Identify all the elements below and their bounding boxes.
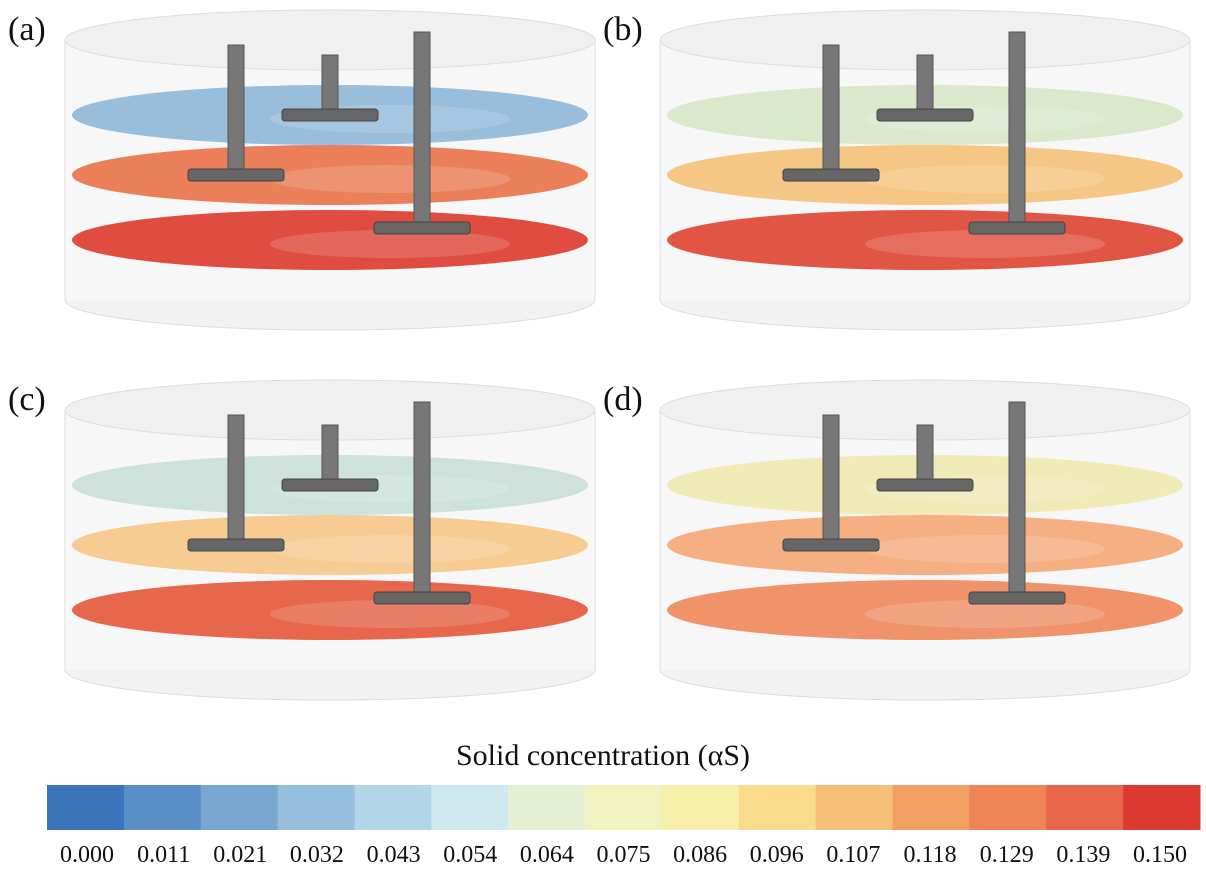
panel: (d) <box>603 379 1191 701</box>
colorbar-swatch <box>1046 785 1124 830</box>
colorbar-tick-label: 0.075 <box>597 842 651 868</box>
shaft <box>822 44 840 176</box>
colorbar-swatch <box>969 785 1047 830</box>
panel: (a) <box>8 9 596 331</box>
slice-plane <box>72 515 588 575</box>
panel-label: (c) <box>8 381 46 418</box>
shaft <box>916 54 934 116</box>
impeller <box>876 478 974 492</box>
slice-shade <box>270 165 510 193</box>
panel-label: (d) <box>603 381 643 418</box>
shaft <box>321 424 339 486</box>
shaft <box>1008 31 1026 229</box>
colorbar-swatch <box>200 785 279 830</box>
colorbar-tick-label: 0.011 <box>137 842 190 868</box>
colorbar-tick-label: 0.096 <box>750 842 804 868</box>
slice-shade <box>865 600 1105 628</box>
colorbar-swatch <box>585 785 663 830</box>
colorbar-swatch <box>1123 785 1201 830</box>
colorbar-tick-label: 0.043 <box>367 842 421 868</box>
shaft <box>822 414 840 546</box>
slice-shade <box>865 230 1105 258</box>
slice-shade <box>270 535 510 563</box>
slice-shade <box>865 535 1105 563</box>
colorbar-tick-label: 0.107 <box>826 842 880 868</box>
shaft <box>1008 401 1026 599</box>
colorbar-tick-label: 0.150 <box>1133 842 1187 868</box>
colorbar-tick-label: 0.054 <box>443 842 497 868</box>
colorbar-tick-label: 0.129 <box>980 842 1034 868</box>
colorbar-swatch <box>815 785 894 830</box>
slice-shade <box>865 165 1105 193</box>
colorbar-title: Solid concentration (αS) <box>456 739 750 772</box>
slice-shade <box>270 230 510 258</box>
impeller <box>187 538 285 552</box>
colorbar-swatch <box>277 785 355 830</box>
colorbar-tick-label: 0.032 <box>290 842 344 868</box>
shaft <box>227 414 245 546</box>
colorbar-swatch <box>47 785 125 830</box>
colorbar-swatch <box>892 785 970 830</box>
colorbar-tick-label: 0.000 <box>60 842 114 868</box>
colorbar-swatch <box>123 785 202 830</box>
shaft <box>321 54 339 116</box>
colorbar-swatch <box>738 785 817 830</box>
impeller <box>876 108 974 122</box>
shaft <box>413 401 431 599</box>
impeller <box>373 221 471 235</box>
colorbar-tick-label: 0.118 <box>904 842 957 868</box>
slice-plane <box>72 145 588 205</box>
panel-label: (a) <box>8 11 46 48</box>
shaft <box>916 424 934 486</box>
colorbar-swatch <box>354 785 432 830</box>
slice-shade <box>270 600 510 628</box>
colorbar-swatch <box>661 785 740 830</box>
impeller <box>782 168 880 182</box>
panel: (c) <box>8 379 596 701</box>
impeller <box>281 478 379 492</box>
slice-plane <box>667 515 1183 575</box>
impeller <box>187 168 285 182</box>
shaft <box>413 31 431 229</box>
shaft <box>227 44 245 176</box>
colorbar-swatch <box>431 785 509 830</box>
colorbar-tick-label: 0.064 <box>520 842 574 868</box>
impeller <box>281 108 379 122</box>
impeller <box>782 538 880 552</box>
colorbar-swatch <box>508 785 586 830</box>
impeller <box>968 591 1066 605</box>
panel: (b) <box>603 9 1191 331</box>
colorbar-tick-label: 0.139 <box>1056 842 1110 868</box>
impeller <box>968 221 1066 235</box>
impeller <box>373 591 471 605</box>
colorbar-tick-label: 0.021 <box>213 842 267 868</box>
panel-label: (b) <box>603 11 643 48</box>
colorbar-tick-label: 0.086 <box>673 842 727 868</box>
slice-plane <box>667 145 1183 205</box>
